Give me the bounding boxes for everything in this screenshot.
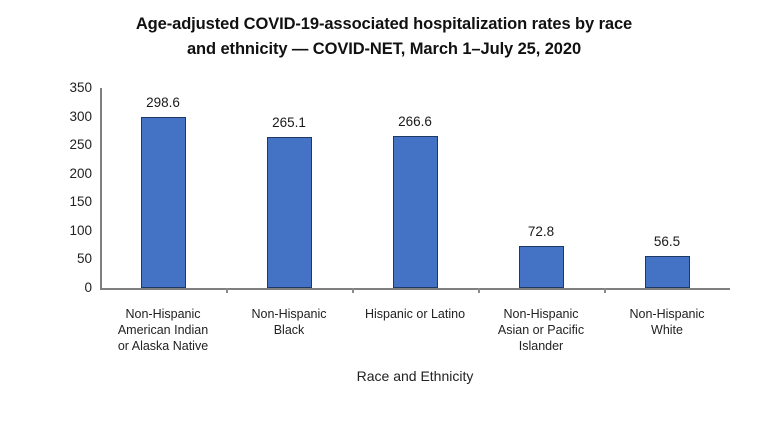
y-tick-label: 50 [76,251,92,267]
bar [140,117,186,288]
chart-title-line-1: Age-adjusted COVID-19-associated hospita… [135,15,633,33]
x-axis-tick [604,288,606,293]
bar-value-label: 72.8 [527,224,555,240]
bar [266,136,312,288]
x-category-label-line: American Indian [117,323,209,337]
x-category-label-line: White [651,323,683,337]
x-axis-tick [226,288,228,293]
x-category-label-line: Non-Hispanic [251,307,327,321]
y-axis-line [100,88,102,288]
chart-title-line-2: and ethnicity — COVID-NET, March 1–July … [186,40,582,58]
bar [392,135,438,288]
x-category-label-line: Non-Hispanic [629,307,705,321]
x-category-label: Non-Hispanic White [604,306,730,338]
x-axis-tick [478,288,480,293]
x-category-label: Hispanic or Latino [352,306,478,322]
x-category-label: Non-Hispanic Black [226,306,352,338]
y-tick-label: 350 [69,80,92,95]
x-axis-line [100,288,730,290]
x-category-label-line: Black [273,323,305,337]
bar-value-label: 56.5 [653,233,681,249]
bar-value-label: 266.6 [398,113,432,129]
bar-value-label: 298.6 [146,95,180,111]
bar-value-label: 265.1 [272,114,306,130]
x-category-label-line: Islander [518,339,564,353]
y-tick-label: 100 [69,222,92,238]
x-category-label-line: Non-Hispanic [125,307,201,321]
y-tick-label: 250 [69,137,92,153]
x-category-label-line: Asian or Pacific [497,323,585,337]
x-axis-title: Race and Ethnicity [356,368,474,384]
x-category-label: Non-Hispanic American Indian or Alaska Nat… [100,306,226,354]
y-tick-label: 200 [69,165,92,181]
x-category-label-line: Non-Hispanic [503,307,579,321]
y-tick-label: 0 [84,280,92,295]
bar [644,255,690,288]
x-category-label: Non-Hispanic Asian or Pacific Islander [478,306,604,354]
y-tick-label: 300 [69,108,92,124]
chart-title: Age-adjusted COVID-19-associated hospita… [60,12,708,62]
y-tick-label: 150 [69,194,92,210]
bar [518,246,564,288]
plot-area [100,88,730,293]
x-category-label-line: or Alaska Native [117,339,209,353]
x-category-label-line: Hispanic or Latino [364,307,466,321]
x-axis-tick [352,288,354,293]
